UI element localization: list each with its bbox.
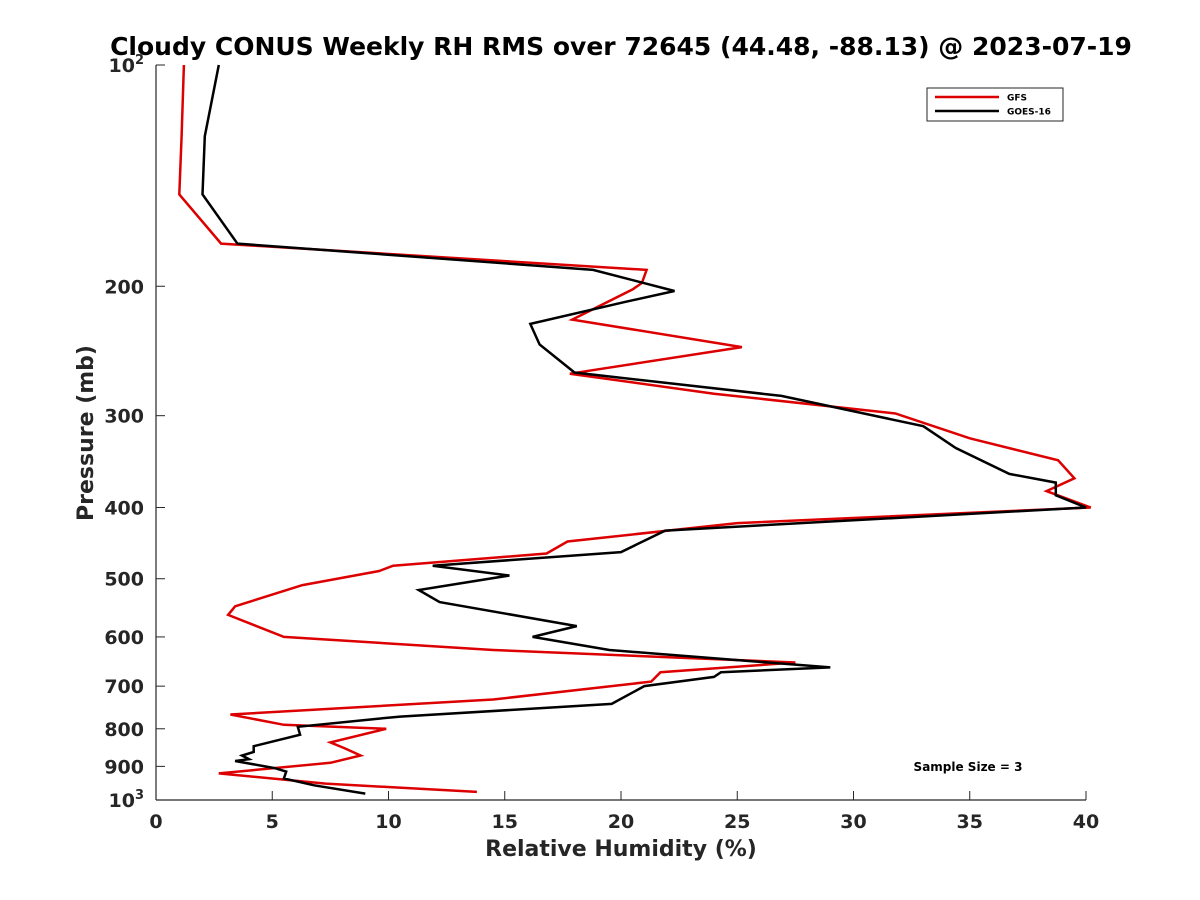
y-tick-label: 500 (104, 569, 144, 591)
y-tick-label: 700 (104, 676, 144, 698)
x-tick-label: 0 (149, 811, 162, 833)
y-tick-label: 800 (104, 719, 144, 741)
sample-size-annotation: Sample Size = 3 (914, 760, 1023, 774)
y-tick-label: 102 (109, 53, 145, 77)
x-tick-label: 35 (957, 811, 983, 833)
y-tick-label: 400 (104, 498, 144, 520)
y-tick-label: 300 (104, 406, 144, 428)
series-line-goes-16 (201, 64, 1087, 795)
x-tick-label: 5 (266, 811, 279, 833)
y-tick-label: 103 (109, 788, 145, 812)
x-tick-label: 25 (724, 811, 750, 833)
legend: GFS GOES-16 (926, 87, 1064, 122)
series-line-gfs (178, 64, 1092, 794)
x-tick-label: 20 (608, 811, 634, 833)
legend-box (926, 87, 1064, 122)
legend-label: GFS (1007, 94, 1027, 104)
y-tick-label: 600 (104, 627, 144, 649)
x-tick-label: 10 (375, 811, 401, 833)
y-axis-label: Pressure (mb) (74, 345, 99, 521)
chart-title: Cloudy CONUS Weekly RH RMS over 72645 (4… (110, 32, 1132, 61)
x-axis-label: Relative Humidity (%) (485, 837, 757, 862)
legend-label: GOES-16 (1007, 108, 1051, 118)
x-tick-label: 40 (1073, 811, 1099, 833)
y-tick-label: 200 (104, 276, 144, 298)
x-tick-label: 30 (840, 811, 866, 833)
x-tick-label: 15 (492, 811, 518, 833)
plot-area: 0 5 10 15 20 25 30 35 40 102 200 300 400 500 600 700 800… (104, 53, 1099, 833)
y-tick-label: 900 (104, 756, 144, 778)
